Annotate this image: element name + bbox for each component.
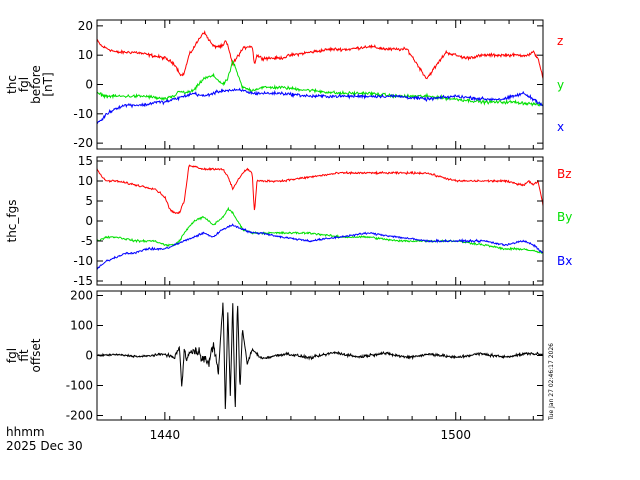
legend-label-bz: Bz xyxy=(557,167,572,181)
series-line-z xyxy=(96,30,544,80)
y-tick-label: -200 xyxy=(66,409,93,423)
y-tick-label: 200 xyxy=(70,289,93,303)
y-tick-label: 10 xyxy=(78,174,93,188)
series-line-bz xyxy=(96,164,544,215)
y-tick-label: 0 xyxy=(85,214,93,228)
y-tick-label: 20 xyxy=(78,19,93,33)
legend-label-z: z xyxy=(557,34,563,48)
y-axis-label: offset xyxy=(29,338,43,372)
y-tick-label: 0 xyxy=(85,78,93,92)
legend-label-by: By xyxy=(557,210,572,224)
series-line-offset xyxy=(96,302,544,410)
y-tick-label: -5 xyxy=(81,234,93,248)
y-tick-label: -10 xyxy=(73,107,93,121)
x-tick-label: 1500 xyxy=(440,428,471,442)
y-axis-label: [nT] xyxy=(41,72,55,96)
y-axis-label: fit xyxy=(17,349,31,362)
series-line-bx xyxy=(96,223,544,270)
y-axis-label: fgl xyxy=(17,77,31,92)
series-line-by xyxy=(96,206,544,254)
x-tick-label: 1440 xyxy=(150,428,181,442)
y-tick-label: -20 xyxy=(73,136,93,150)
timestamp-label: Tue Jan 27 02:46:17 2026 xyxy=(548,343,555,421)
y-tick-label: 15 xyxy=(78,154,93,168)
y-tick-label: -100 xyxy=(66,379,93,393)
y-tick-label: -10 xyxy=(73,254,93,268)
y-tick-label: 100 xyxy=(70,319,93,333)
panel-2: 15 10 5 0 -5 -10 -15 thc_fgs Bz By Bx xyxy=(5,154,572,288)
date-label: 2025 Dec 30 xyxy=(6,439,83,453)
y-axis-label: fgl xyxy=(5,348,19,363)
y-axis-label: thc_fgs xyxy=(5,199,19,242)
legend-label-x: x xyxy=(557,120,564,134)
panel-frame xyxy=(96,156,544,286)
y-tick-label: 5 xyxy=(85,194,93,208)
y-tick-label: 0 xyxy=(85,349,93,363)
panel-frame xyxy=(96,19,544,150)
y-tick-label: -15 xyxy=(73,274,93,288)
legend-label-bx: Bx xyxy=(557,254,572,268)
y-tick-label: 10 xyxy=(78,48,93,62)
series-line-y xyxy=(96,59,544,107)
y-axis-label: thc xyxy=(5,75,19,94)
y-axis-label: before xyxy=(29,65,43,104)
legend-label-y: y xyxy=(557,78,564,92)
time-axis-label: hhmm xyxy=(6,425,45,439)
series-line-x xyxy=(96,87,544,124)
